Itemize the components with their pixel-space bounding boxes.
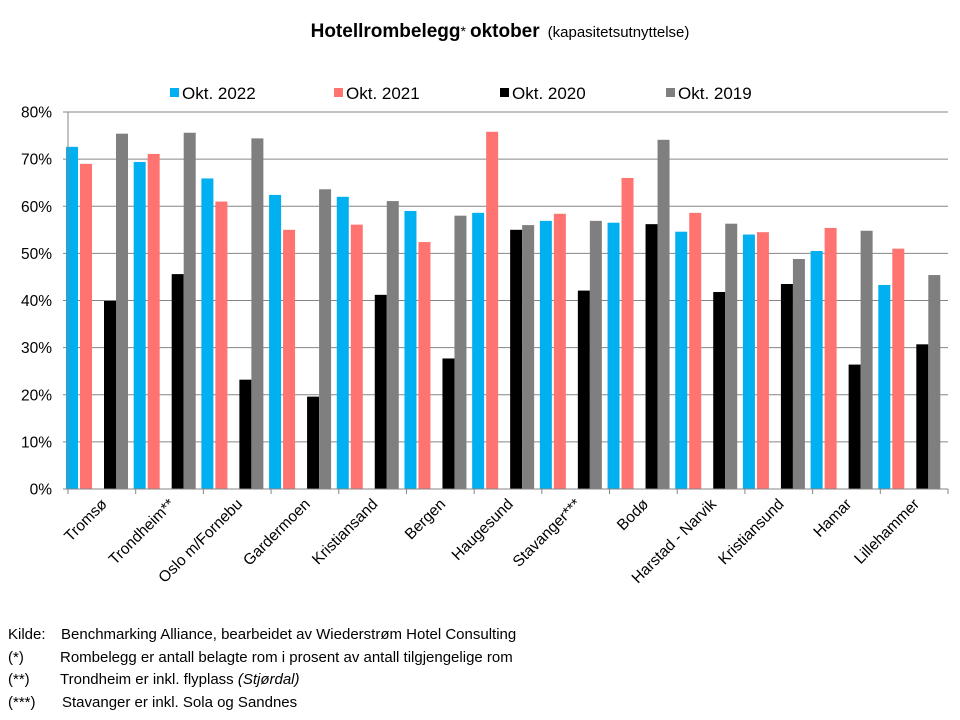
x-tick-label: Gardermoen xyxy=(240,496,314,570)
x-tick-label: Tromsø xyxy=(61,495,111,545)
legend-swatch xyxy=(500,88,509,97)
bars xyxy=(66,131,941,490)
bar xyxy=(878,284,891,489)
bar xyxy=(486,131,499,490)
y-tick-labels: 0% 10% 20% 30% 40% 50% 60% 70% 80% xyxy=(21,105,52,499)
bar xyxy=(418,242,431,489)
bar xyxy=(183,132,196,490)
legend-label: Okt. 2022 xyxy=(182,84,256,103)
bar xyxy=(307,396,320,489)
legend-swatch xyxy=(334,88,343,97)
note-key: Kilde: xyxy=(8,626,46,643)
bar xyxy=(510,229,523,489)
bar xyxy=(66,146,78,489)
bar xyxy=(780,284,793,489)
bar xyxy=(147,153,160,489)
note-key: (***) xyxy=(8,693,36,711)
bar-chart: Hotellrombelegg* oktober (kapasitetsutnytt… xyxy=(21,21,949,587)
bar xyxy=(336,196,349,489)
bar xyxy=(756,232,769,490)
bar xyxy=(589,220,602,490)
bar xyxy=(675,231,688,489)
bar xyxy=(657,139,670,490)
bar xyxy=(792,259,805,489)
bar xyxy=(645,224,658,489)
bar xyxy=(215,201,228,490)
x-tick-label: Stavanger*** xyxy=(510,496,585,571)
bar xyxy=(133,161,146,489)
bar xyxy=(928,275,941,489)
bar xyxy=(860,230,873,489)
bar xyxy=(810,251,823,489)
legend-label: Okt. 2020 xyxy=(512,84,586,103)
y-tick-label: 20% xyxy=(21,387,52,404)
note-text: Stavanger er inkl. Sola og Sandnes xyxy=(62,693,298,711)
x-tick-label: Lillehammer xyxy=(851,496,923,568)
bar xyxy=(319,189,332,489)
legend-label: Okt. 2021 xyxy=(346,84,420,103)
bar xyxy=(848,364,861,489)
bar xyxy=(386,201,399,489)
bar xyxy=(269,194,282,489)
bar xyxy=(577,290,590,489)
bar xyxy=(824,227,837,489)
bar xyxy=(201,178,214,489)
bar xyxy=(607,222,620,490)
bar xyxy=(442,358,455,489)
bar xyxy=(104,300,116,489)
x-tick-label: Kristiansund xyxy=(715,496,787,568)
gridlines xyxy=(63,111,948,490)
y-tick-label: 10% xyxy=(21,434,52,451)
x-tick-label: Trondheim** xyxy=(106,496,179,569)
chart-title: Hotellrombelegg* oktober (kapasitetsutnytt… xyxy=(311,21,690,42)
bar xyxy=(553,213,566,490)
legend-swatch xyxy=(666,88,675,97)
bar xyxy=(689,212,702,489)
bar xyxy=(374,294,387,489)
bar xyxy=(239,379,252,489)
bar xyxy=(742,234,755,489)
bar xyxy=(251,138,264,489)
bar xyxy=(350,224,363,489)
x-tick-label: Haugesund xyxy=(449,496,517,564)
bar xyxy=(621,177,634,490)
bar xyxy=(916,344,929,489)
y-tick-label: 70% xyxy=(21,152,52,169)
x-tick-label: Kristiansand xyxy=(309,496,381,568)
bar xyxy=(713,292,726,489)
legend: Okt. 2022 Okt. 2021 Okt. 2020 Okt. 2019 xyxy=(170,84,752,103)
note-text-main: Trondheim er inkl. flyplass xyxy=(60,671,234,688)
x-tick-label: Bergen xyxy=(402,496,449,543)
bar xyxy=(283,229,296,489)
bar xyxy=(892,248,905,489)
y-tick-label: 60% xyxy=(21,199,52,216)
legend-label: Okt. 2019 xyxy=(678,84,752,103)
y-tick-label: 80% xyxy=(21,105,52,122)
y-tick-label: 30% xyxy=(21,340,52,357)
y-tick-label: 0% xyxy=(30,482,53,499)
note-text: Rombelegg er antall belagte rom i prosen… xyxy=(60,648,513,666)
x-tick-label: Bodø xyxy=(614,495,653,534)
bar xyxy=(116,133,128,489)
bar xyxy=(725,223,738,489)
legend-swatch xyxy=(170,88,179,97)
note-key: (**) xyxy=(8,671,30,688)
y-tick-label: 50% xyxy=(21,246,52,263)
axes xyxy=(67,112,949,494)
bar xyxy=(80,163,92,489)
bar xyxy=(454,215,467,489)
bar xyxy=(171,274,184,489)
y-tick-label: 40% xyxy=(21,293,52,310)
bar xyxy=(404,210,417,489)
x-tick-label: Hamar xyxy=(810,496,855,541)
bar xyxy=(539,220,552,490)
note-text: Trondheim er inkl. flyplass (Stjørdal) xyxy=(60,669,300,692)
bar xyxy=(472,212,485,489)
bar xyxy=(522,225,535,489)
note-key: (*) xyxy=(8,648,24,666)
note-text-italic: (Stjørdal) xyxy=(237,671,300,688)
note-text: Benchmarking Alliance, bearbeidet av Wie… xyxy=(61,626,517,643)
